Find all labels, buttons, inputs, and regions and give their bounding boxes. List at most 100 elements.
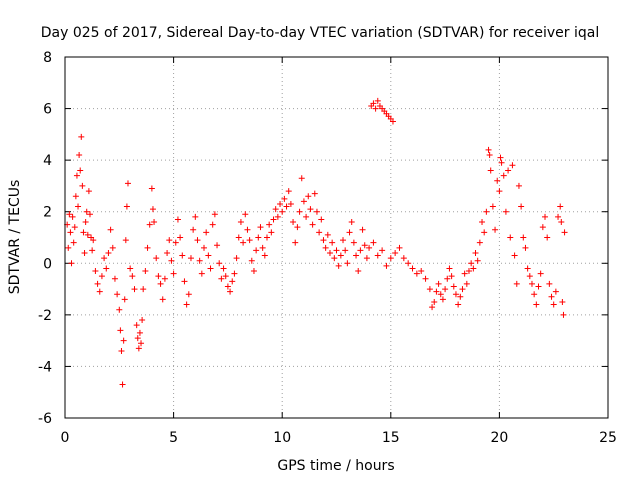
data-point	[255, 234, 262, 241]
data-point	[435, 280, 442, 287]
data-point	[279, 208, 286, 215]
data-point	[548, 293, 555, 300]
data-point	[418, 268, 425, 275]
data-point	[220, 265, 227, 272]
data-point	[177, 234, 184, 241]
data-point	[459, 286, 466, 293]
data-point	[79, 182, 86, 189]
data-point	[511, 252, 518, 259]
data-point	[119, 381, 126, 388]
data-point	[298, 175, 305, 182]
data-point	[240, 239, 247, 246]
data-point	[151, 219, 158, 226]
data-point	[242, 211, 249, 218]
data-point	[89, 247, 96, 254]
data-point	[216, 260, 223, 267]
y-tick-label: 2	[43, 205, 52, 221]
data-point	[114, 291, 121, 298]
data-point	[81, 249, 88, 256]
data-point	[524, 265, 531, 272]
data-point	[400, 255, 407, 262]
data-point	[346, 229, 353, 236]
data-point	[348, 219, 355, 226]
data-point	[224, 283, 231, 290]
data-point	[366, 244, 373, 251]
data-point	[96, 288, 103, 295]
data-point	[487, 167, 494, 174]
data-point	[235, 234, 242, 241]
data-point	[489, 203, 496, 210]
data-point	[124, 180, 131, 187]
data-point	[218, 275, 225, 282]
data-point	[544, 234, 551, 241]
data-point	[174, 216, 181, 223]
data-point	[452, 291, 459, 298]
data-point	[500, 172, 507, 179]
data-point	[283, 203, 290, 210]
data-point	[281, 195, 288, 202]
data-point	[476, 239, 483, 246]
data-point	[117, 327, 124, 334]
data-point	[201, 244, 208, 251]
data-point	[198, 270, 205, 277]
data-point	[526, 273, 533, 280]
data-point	[94, 280, 101, 287]
data-point	[353, 252, 360, 259]
data-point	[77, 167, 84, 174]
data-point	[268, 229, 275, 236]
data-point	[229, 278, 236, 285]
data-point	[316, 229, 323, 236]
data-point	[313, 208, 320, 215]
data-point	[203, 229, 210, 236]
data-point	[539, 224, 546, 231]
data-point	[374, 252, 381, 259]
x-axis-label: GPS time / hours	[277, 458, 394, 474]
data-point	[90, 237, 97, 244]
data-point	[227, 288, 234, 295]
data-point	[155, 273, 162, 280]
data-point	[84, 231, 91, 238]
data-point	[389, 118, 396, 125]
data-point	[196, 257, 203, 264]
data-point	[98, 273, 105, 280]
data-point	[342, 247, 349, 254]
x-tick-label: 15	[382, 430, 400, 446]
data-point	[479, 219, 486, 226]
data-point	[470, 265, 477, 272]
data-point	[146, 221, 153, 228]
data-point	[161, 275, 168, 282]
data-point	[92, 268, 99, 275]
data-point	[494, 177, 501, 184]
data-point	[507, 234, 514, 241]
data-point	[209, 221, 216, 228]
data-point	[363, 255, 370, 262]
y-tick-label: 0	[43, 256, 52, 272]
data-point	[134, 335, 141, 342]
data-point	[372, 105, 379, 112]
data-point	[237, 219, 244, 226]
data-point	[486, 151, 493, 158]
data-point	[546, 280, 553, 287]
data-point	[142, 268, 149, 275]
data-point	[557, 203, 564, 210]
data-point	[211, 211, 218, 218]
x-tick-label: 10	[273, 430, 291, 446]
x-tick-label: 5	[169, 430, 178, 446]
data-point	[194, 237, 201, 244]
data-point	[518, 203, 525, 210]
y-tick-label: 6	[43, 102, 52, 118]
data-point	[396, 244, 403, 251]
data-point	[170, 270, 177, 277]
data-point	[422, 275, 429, 282]
data-point	[528, 280, 535, 287]
data-points	[64, 97, 568, 388]
data-point	[122, 237, 129, 244]
data-point	[270, 216, 277, 223]
tick-labels: 0 5 10 15 20 25 -6 -4 -2 0 2 4 6 8	[38, 50, 617, 446]
data-point	[149, 206, 156, 213]
data-point	[82, 219, 89, 226]
data-point	[70, 239, 77, 246]
data-point	[555, 213, 562, 220]
data-point	[322, 244, 329, 251]
data-point	[472, 249, 479, 256]
